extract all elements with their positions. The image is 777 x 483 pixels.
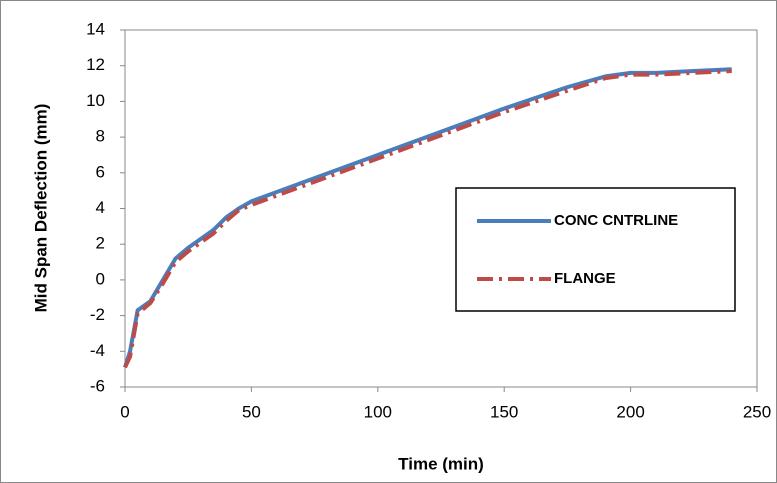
y-tick-label: 10: [86, 91, 105, 110]
y-tick-label: -4: [90, 341, 105, 360]
x-tick-label: 100: [364, 402, 392, 421]
x-tick-label: 250: [743, 402, 771, 421]
y-tick-label: 6: [96, 162, 105, 181]
legend-label: CONC CNTRLINE: [554, 212, 678, 229]
x-tick-label: 200: [616, 402, 644, 421]
y-tick-label: 0: [96, 269, 105, 288]
y-tick-label: -6: [90, 376, 105, 395]
y-axis-label: Mid Span Deflection (mm): [31, 104, 50, 313]
y-tick-label: -2: [90, 305, 105, 324]
legend-label: FLANGE: [554, 270, 616, 287]
y-tick-label: 12: [86, 55, 105, 74]
y-tick-label: 8: [96, 127, 105, 146]
x-tick-label: 150: [490, 402, 518, 421]
x-tick-label: 0: [120, 402, 129, 421]
x-axis-label: Time (min): [398, 454, 484, 473]
y-tick-label: 2: [96, 234, 105, 253]
x-tick-label: 50: [242, 402, 261, 421]
legend-box: [455, 187, 736, 312]
y-tick-label: 14: [86, 19, 105, 38]
series-line: [123, 69, 732, 369]
y-tick-label: 4: [96, 198, 105, 217]
